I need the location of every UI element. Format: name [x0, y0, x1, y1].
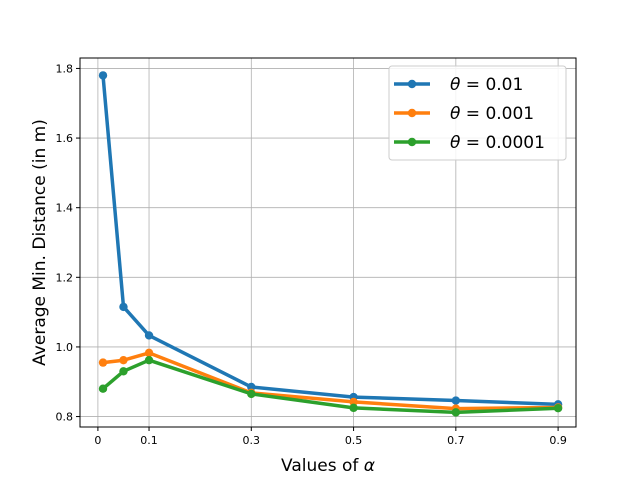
- y-tick-label: 1.2: [56, 271, 74, 284]
- axis-ticks: 0 0.1 0.3 0.5 0.7 0.9 0.8 1.0 1.2 1.4 1.6 1.8: [56, 62, 567, 447]
- plot-frame: [79, 57, 577, 428]
- data-point: [119, 355, 128, 365]
- data-point: [553, 404, 563, 413]
- legend-label-text: = 0.001: [460, 104, 534, 124]
- data-point: [119, 367, 128, 376]
- x-tick-label: 0.7: [447, 434, 465, 447]
- x-tick-label: 0.9: [549, 434, 567, 447]
- legend-swatch-marker: [407, 108, 417, 118]
- x-axis-label-text: Values of: [281, 456, 364, 476]
- data-point: [144, 331, 154, 340]
- legend-swatch-marker: [407, 79, 417, 89]
- legend-label-text: = 0.0001: [460, 133, 545, 153]
- data-point: [247, 389, 256, 399]
- data-point: [119, 302, 128, 312]
- legend-label: θ = 0.01: [450, 75, 523, 95]
- data-point: [349, 397, 358, 407]
- legend-label: θ = 0.0001: [450, 133, 545, 153]
- data-point: [98, 358, 108, 367]
- series-group: [98, 355, 563, 417]
- data-point: [98, 384, 108, 393]
- data-point: [98, 71, 108, 80]
- x-tick-label: 0.3: [243, 434, 261, 447]
- y-tick-label: 1.6: [56, 132, 74, 145]
- legend-label-symbol: θ: [450, 104, 461, 124]
- legend-label-symbol: θ: [450, 75, 461, 95]
- legend-swatch-marker: [407, 137, 417, 147]
- y-tick-label: 0.8: [56, 411, 74, 424]
- x-tick-label: 0: [94, 434, 101, 447]
- data-point: [349, 403, 358, 413]
- series-lines: [98, 71, 563, 417]
- data-point: [451, 408, 461, 417]
- data-point: [451, 396, 461, 405]
- x-axis-label-symbol: α: [364, 456, 375, 476]
- data-point: [144, 355, 154, 365]
- legend-label-symbol: θ: [450, 133, 461, 153]
- legend-label: θ = 0.001: [450, 104, 534, 124]
- data-point: [144, 348, 154, 358]
- x-axis-label: Values of α: [281, 456, 375, 476]
- x-tick-label: 0.5: [345, 434, 363, 447]
- y-tick-label: 1.0: [56, 341, 74, 354]
- x-tick-label: 0.1: [140, 434, 158, 447]
- y-tick-label: 1.8: [56, 62, 74, 75]
- legend-label-text: = 0.01: [460, 75, 523, 95]
- legend-box: [388, 65, 567, 161]
- data-point: [247, 382, 256, 392]
- y-axis-label: Average Min. Distance (in m): [30, 119, 50, 366]
- y-tick-label: 1.4: [56, 202, 74, 215]
